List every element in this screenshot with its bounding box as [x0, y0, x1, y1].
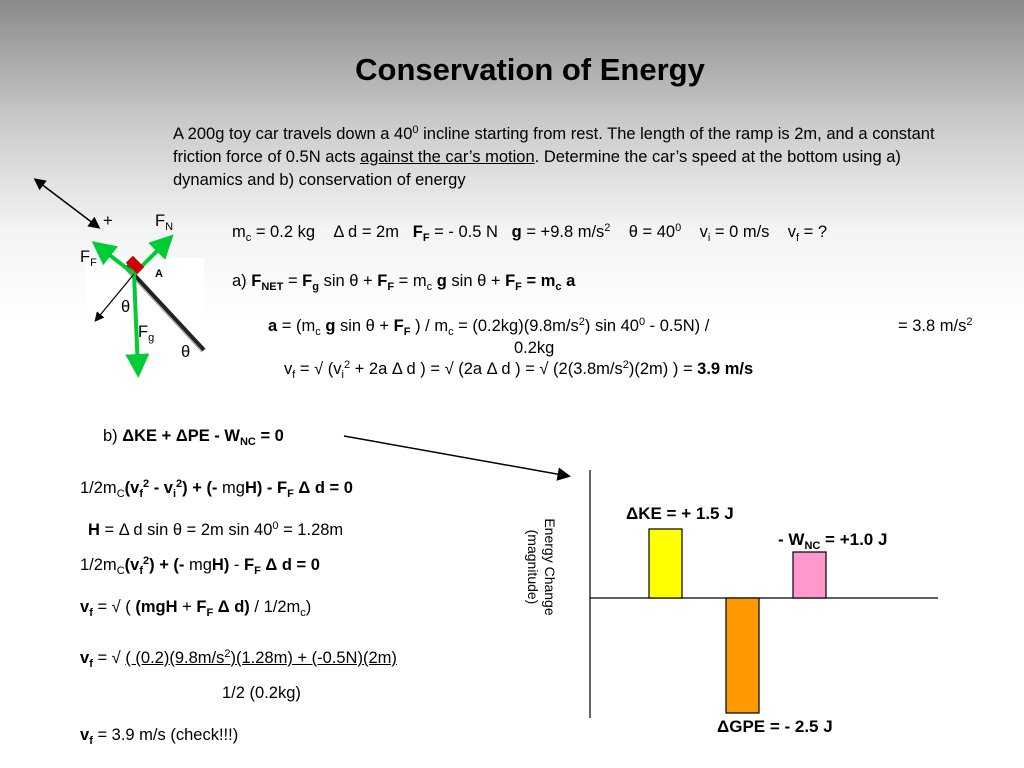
problem-statement: A 200g toy car travels down a 400 inclin…	[173, 124, 935, 189]
equation-to-chart-arrow	[343, 435, 571, 481]
wnc-bar-label: - WNC = +1.0 J	[778, 530, 888, 552]
part-b-line-7: vf = 3.9 m/s (check!!!)	[80, 726, 239, 747]
part-a-line-1: a) FNET = Fg sin θ + FF = mc g sin θ + F…	[232, 272, 576, 293]
part-a-denominator: 0.2kg	[514, 339, 555, 357]
ramp-direction-arrow	[33, 178, 101, 229]
gpe-bar-label: ΔGPE = - 2.5 J	[717, 717, 833, 736]
gravity-vector	[125, 273, 150, 378]
fn-label: FN	[155, 212, 174, 233]
theta-label-2: θ	[181, 343, 191, 361]
part-b-line-4: vf = √ ( (mgH + FF Δ d) / 1/2mc)	[80, 598, 312, 619]
normal-component-line	[94, 273, 135, 322]
theta-label-1: θ	[121, 298, 131, 316]
part-b-line-6: 1/2 (0.2kg)	[222, 684, 301, 702]
friction-force-vector	[91, 241, 136, 276]
part-a-line-3: vf = √ (vi2 + 2a Δ d ) = √ (2a Δ d ) = √…	[284, 359, 754, 381]
chart-y-axis-label: Energy Change (magnitude)	[525, 518, 558, 616]
part-b-line-1: 1/2mC(vf2 - vi2) + (- mgH) - FF Δ d = 0	[80, 478, 353, 500]
part-b-line-2: H = Δ d sin θ = 2m sin 400 = 1.28m	[88, 520, 344, 539]
part-a-acceleration-result: = 3.8 m/s2	[898, 316, 973, 335]
givens-line: mc = 0.2 kg Δ d = 2m FF = - 0.5 N g = +9…	[232, 222, 828, 244]
ke-bar	[648, 528, 683, 599]
car-mark: A	[155, 268, 163, 280]
part-b-line-3: 1/2mC(vf2) + (- mgH) - FF Δ d = 0	[80, 555, 320, 577]
ke-bar-label: ΔKE = + 1.5 J	[626, 504, 734, 523]
part-a-line-2: a = (mc g sin θ + FF ) / mc = (0.2kg)(9.…	[268, 316, 710, 338]
incline-ramp	[124, 264, 206, 352]
incline-diagram	[33, 178, 206, 380]
energy-bar-chart	[589, 470, 938, 718]
wnc-bar	[792, 551, 827, 599]
slide-title: Conservation of Energy	[355, 52, 705, 87]
positive-direction-label: +	[103, 212, 113, 230]
toy-car	[125, 255, 145, 275]
part-b-equation: b) ΔKE + ΔPE - WNC = 0	[103, 427, 284, 448]
part-b-line-5: vf = √ ( (0.2)(9.8m/s2)(1.28m) + (-0.5N)…	[80, 648, 397, 670]
ff-label: FF	[80, 248, 97, 269]
fg-label: Fg	[138, 323, 155, 344]
gpe-bar	[725, 597, 760, 714]
